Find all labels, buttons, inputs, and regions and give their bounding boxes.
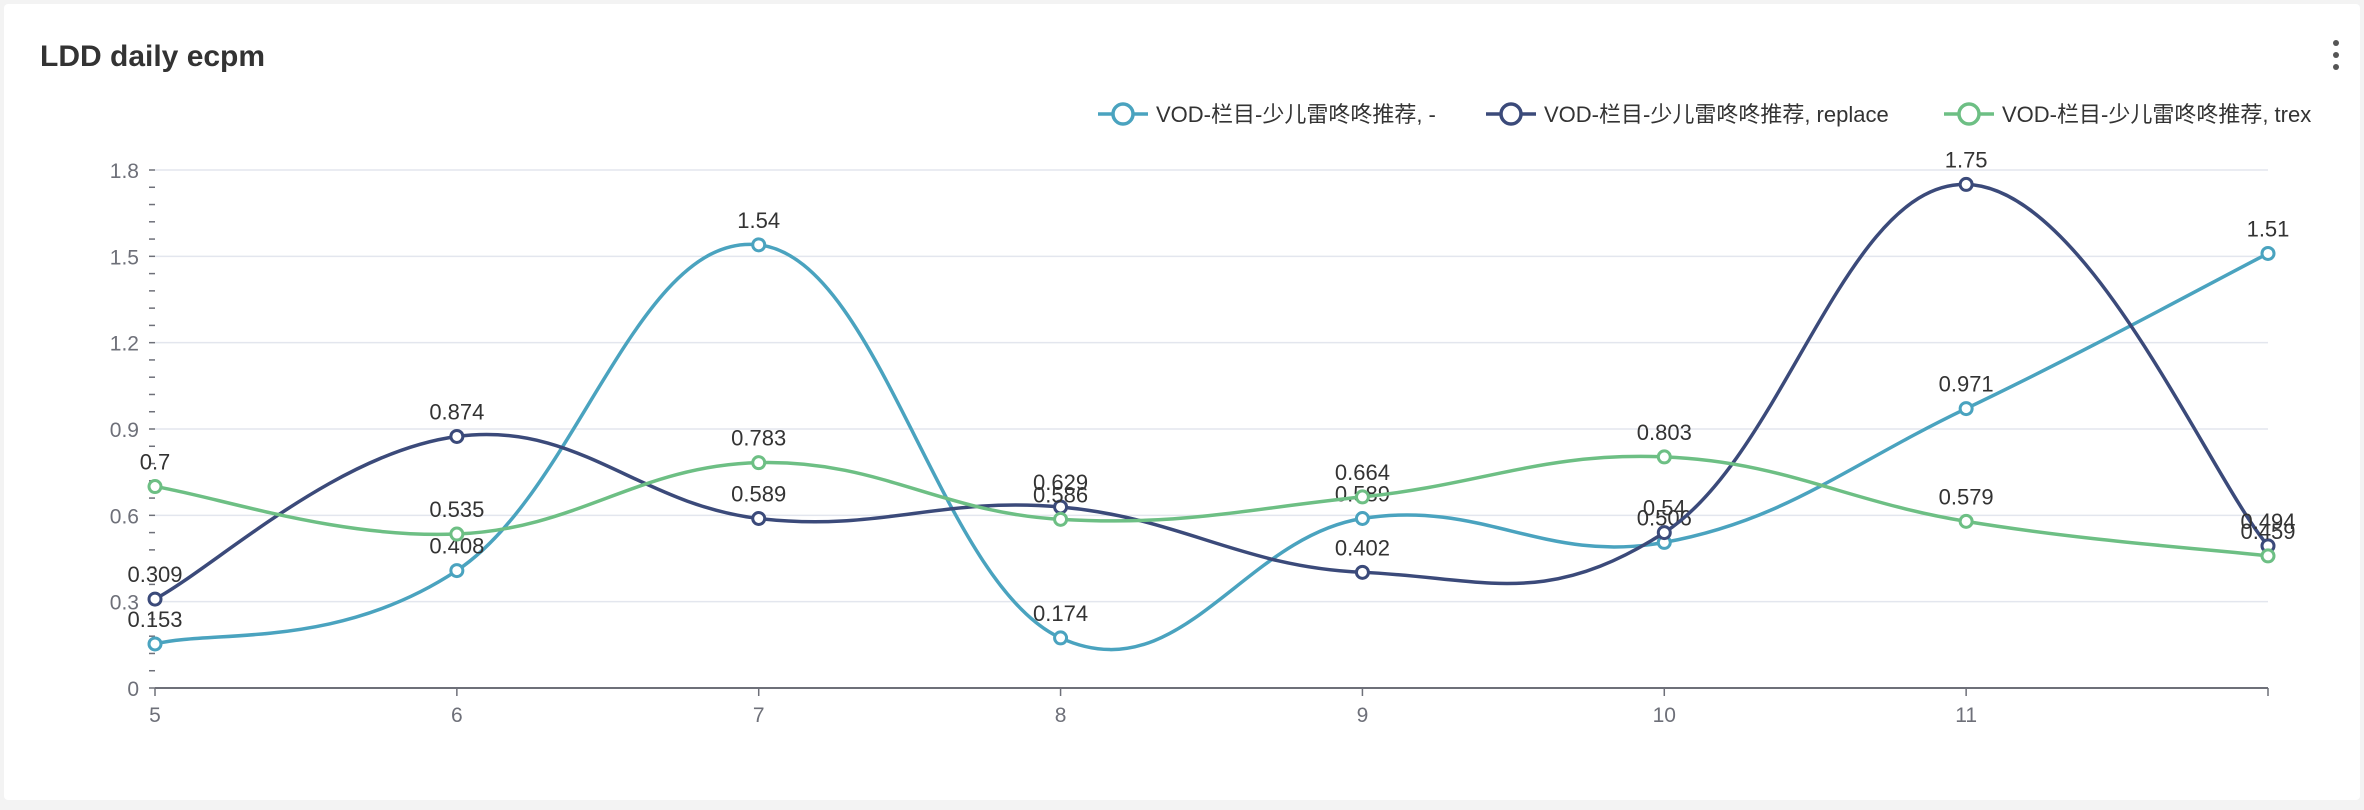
legend-marker [1499, 102, 1523, 126]
data-point[interactable] [1958, 513, 1974, 529]
data-point[interactable] [147, 479, 163, 495]
series-line [154, 454, 2269, 558]
kebab-menu-icon[interactable] [2330, 40, 2342, 76]
menu-dot [2333, 40, 2339, 46]
x-tick-label: 5 [149, 704, 161, 727]
chart-title: LDD daily ecpm [40, 40, 266, 73]
data-point[interactable] [449, 428, 465, 444]
data-point[interactable] [147, 636, 163, 652]
data-label: 1.51 [2247, 216, 2290, 241]
legend-marker [1957, 102, 1981, 126]
legend-label: VOD-栏目-少儿雷咚咚推荐, - [1156, 102, 1436, 127]
y-tick-label: 0.3 [110, 592, 139, 615]
y-tick-label: 1.8 [110, 160, 139, 183]
legend-item[interactable]: VOD-栏目-少儿雷咚咚推荐, - [1098, 102, 1436, 127]
data-point[interactable] [1958, 401, 1974, 417]
data-point[interactable] [1354, 489, 1370, 505]
data-point[interactable] [1053, 511, 1069, 527]
series-1: 0.309 0.874 0.589 0.629 0.402 0.54 1.75 0.494 [127, 147, 2296, 607]
data-point[interactable] [1656, 449, 1672, 465]
series-line [154, 242, 2269, 652]
data-label: 0.494 [2240, 509, 2295, 534]
data-label: 0.629 [1033, 470, 1088, 495]
x-tick-label: 10 [1653, 704, 1676, 727]
data-label: 0.535 [429, 497, 484, 522]
data-label: 0.874 [429, 399, 484, 424]
data-point[interactable] [751, 237, 767, 253]
y-tick-label: 0.6 [110, 505, 139, 528]
data-point[interactable] [449, 526, 465, 542]
data-label: 1.75 [1945, 147, 1988, 172]
data-point[interactable] [1656, 525, 1672, 541]
data-point[interactable] [751, 510, 767, 526]
data-point[interactable] [751, 455, 767, 471]
data-label: 0.803 [1637, 420, 1692, 445]
data-label: 0.579 [1939, 484, 1994, 509]
data-label: 0.971 [1939, 372, 1994, 397]
data-label: 0.54 [1643, 496, 1686, 521]
x-tick-label: 11 [1955, 704, 1977, 727]
data-label: 0.153 [127, 607, 182, 632]
data-label: 0.783 [731, 426, 786, 451]
data-label: 0.459 [2240, 519, 2295, 544]
data-point[interactable] [1354, 564, 1370, 580]
data-point[interactable] [449, 563, 465, 579]
data-label: 0.309 [127, 562, 182, 587]
x-tick-label: 7 [753, 704, 765, 727]
data-point[interactable] [147, 591, 163, 607]
x-tick-label: 8 [1055, 704, 1067, 727]
data-label: 0.586 [1033, 482, 1088, 507]
y-tick-label: 1.5 [110, 246, 139, 269]
x-tick-label: 6 [451, 704, 463, 727]
legend-item[interactable]: VOD-栏目-少儿雷咚咚推荐, replace [1486, 102, 1889, 127]
series-2: 0.7 0.535 0.783 0.586 0.664 0.803 0.579 0.459 [140, 420, 2296, 564]
legend-marker [1111, 102, 1135, 126]
data-label: 0.664 [1335, 460, 1390, 485]
data-label: 1.54 [737, 208, 780, 233]
data-label: 0.7 [140, 450, 171, 475]
y-tick-label: 0 [127, 678, 139, 701]
legend-label: VOD-栏目-少儿雷咚咚推荐, replace [1544, 102, 1889, 127]
data-point[interactable] [1354, 510, 1370, 526]
legend-label: VOD-栏目-少儿雷咚咚推荐, trex [2002, 102, 2311, 127]
data-point[interactable] [2260, 548, 2276, 564]
data-point[interactable] [2260, 245, 2276, 261]
data-label: 0.589 [731, 481, 786, 506]
menu-dot [2333, 52, 2339, 58]
menu-dot [2333, 64, 2339, 70]
data-point[interactable] [1958, 176, 1974, 192]
legend-item[interactable]: VOD-栏目-少儿雷咚咚推荐, trex [1944, 102, 2311, 127]
y-tick-label: 1.2 [110, 333, 139, 356]
data-label: 0.402 [1335, 535, 1390, 560]
data-point[interactable] [1053, 630, 1069, 646]
x-tick-label: 9 [1357, 704, 1369, 727]
y-tick-label: 0.9 [110, 419, 139, 442]
data-label: 0.174 [1033, 601, 1088, 626]
